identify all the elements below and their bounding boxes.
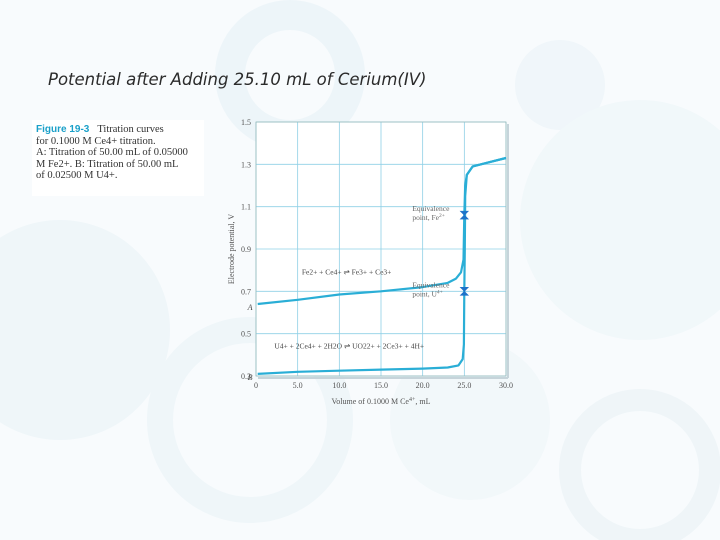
- y-tick-label: 0.7: [241, 287, 251, 296]
- x-tick-label: 30.0: [499, 381, 513, 390]
- chart-grid: [255, 121, 507, 377]
- series-label-A: A: [247, 303, 253, 312]
- curves: AB: [247, 156, 507, 382]
- x-axis-label: Volume of 0.1000 M Ce4+, mL: [332, 397, 431, 406]
- equivalence-label: point, Fe2+: [412, 213, 445, 222]
- slide-title: Potential after Adding 25.10 mL of Ceriu…: [48, 70, 427, 89]
- series-label-B: B: [248, 373, 253, 382]
- equivalence-label: Equivalence: [412, 204, 450, 213]
- y-tick-label: 1.5: [241, 118, 251, 127]
- x-tick-label: 5.0: [293, 381, 303, 390]
- y-axis-label: Electrode potential, V: [227, 214, 236, 284]
- figure-caption: Figure 19-3 Titration curves for 0.1000 M…: [32, 120, 204, 196]
- equivalence-marker: [459, 287, 470, 296]
- x-tick-label: 20.0: [416, 381, 430, 390]
- chart-axes: [255, 121, 509, 379]
- equivalence-marker: [459, 210, 470, 220]
- fe-reaction-annotation: Fe2+ + Ce4+ ⇌ Fe3+ + Ce3+: [302, 267, 392, 276]
- x-tick-label: 25.0: [457, 381, 471, 390]
- chart-svg: 0 5.0 10.0 15.0 20.0 25.0 30.0 0.3 0.5 0.7 0.9 1.1 1…: [227, 118, 513, 406]
- y-tick-label: 0.5: [241, 330, 251, 339]
- u-reaction-annotation: U4+ + 2Ce4+ + 2H2O ⇌ UO22+ + 2Ce3+ + 4H+: [274, 341, 424, 350]
- y-tick-label: 0.3: [241, 372, 251, 381]
- plot-frame: [255, 121, 507, 377]
- y-tick-label: 1.3: [241, 160, 251, 169]
- y-tick-label: 1.1: [241, 203, 251, 212]
- equivalence-label: Equivalence: [412, 280, 450, 289]
- tick-labels: 0 5.0 10.0 15.0 20.0 25.0 30.0 0.3 0.5 0.7 0.9 1.1 1…: [227, 118, 513, 406]
- y-tick-label: 0.9: [241, 245, 251, 254]
- x-tick-label: 0: [254, 381, 258, 390]
- titration-chart: 0 5.0 10.0 15.0 20.0 25.0 30.0 0.3 0.5 0.7 0.9 1.1 1…: [204, 112, 520, 414]
- equivalence-label: point, U4+: [412, 289, 442, 298]
- x-tick-label: 10.0: [332, 381, 346, 390]
- caption-text: Titration curves for 0.1000 M Ce4+ titra…: [36, 124, 188, 181]
- annotations: Fe2+ + Ce4+ ⇌ Fe3+ + Ce3+ U4+ + 2Ce4+ + 2…: [274, 267, 424, 350]
- x-tick-label: 15.0: [374, 381, 388, 390]
- curve-B: [257, 156, 507, 375]
- figure-label: Figure 19-3: [36, 124, 90, 135]
